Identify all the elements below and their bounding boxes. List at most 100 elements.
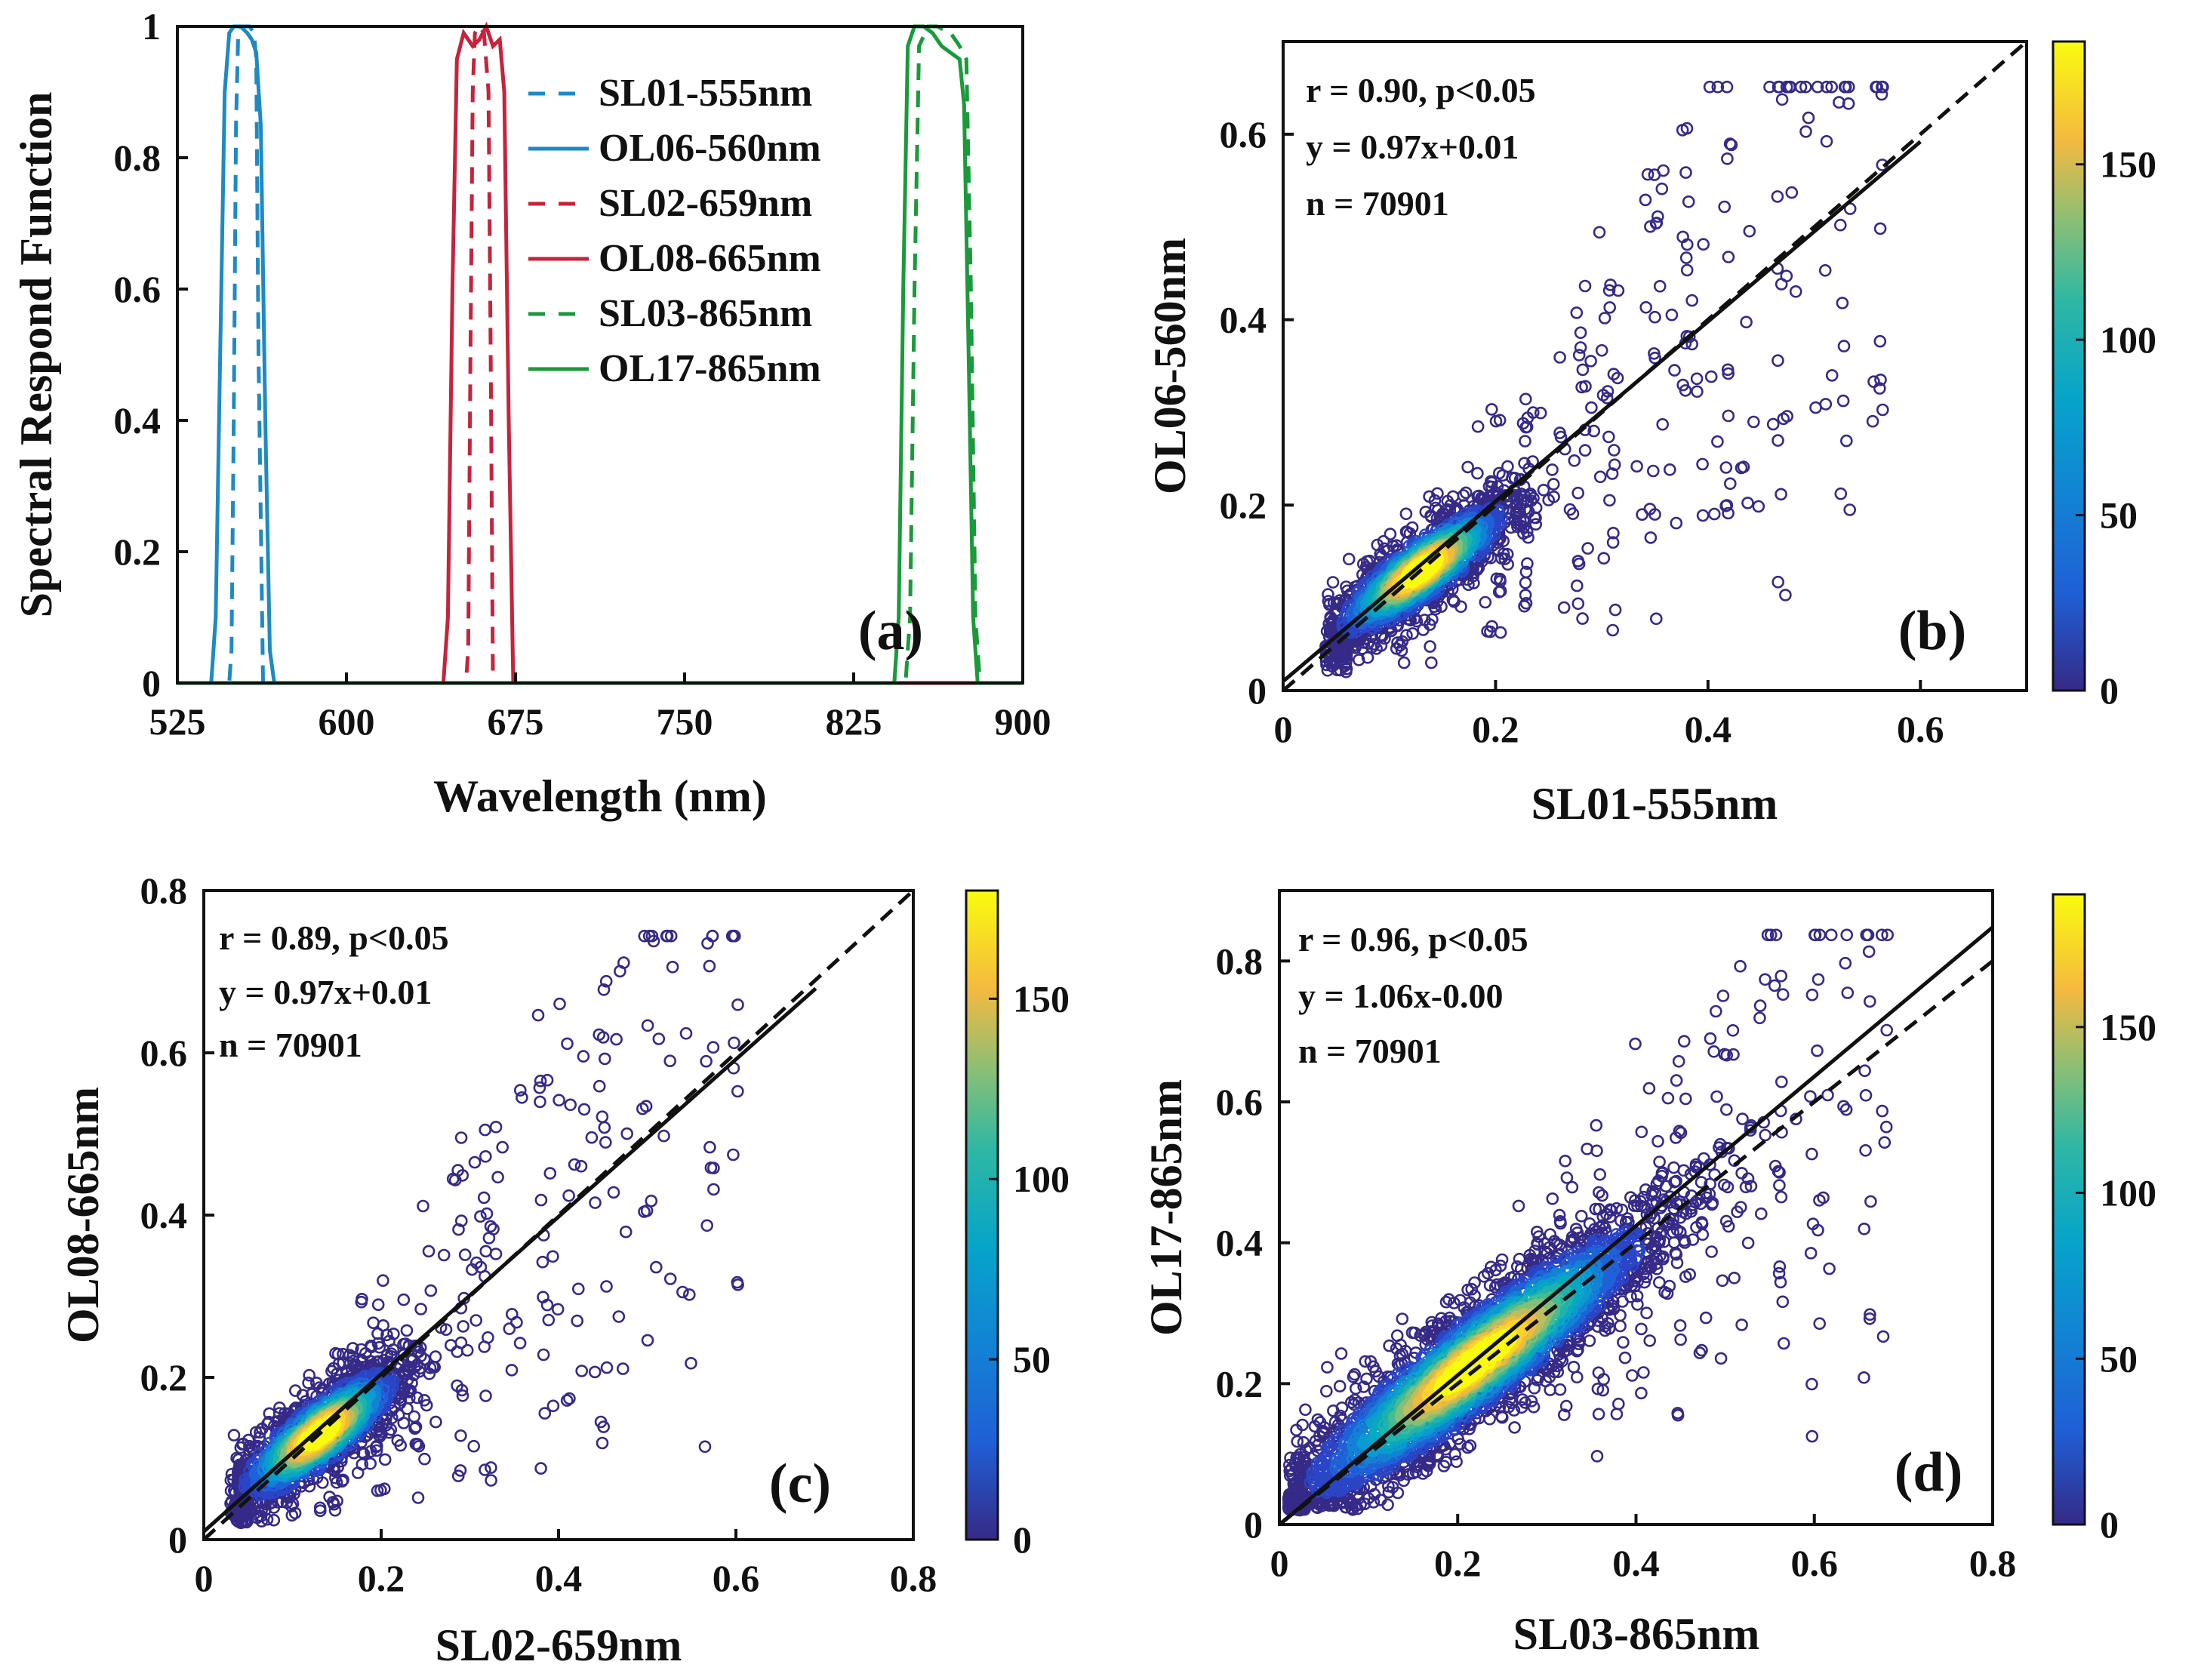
- scatter-point: [1820, 135, 1833, 148]
- scatter-point: [649, 1260, 663, 1274]
- scatter-point: [1630, 460, 1643, 473]
- scatter-point: [1665, 308, 1679, 322]
- panel-b-xlabel: SL01-555nm: [1531, 779, 1778, 829]
- scatter-point: [411, 1491, 425, 1504]
- scatter-point: [1667, 1236, 1681, 1249]
- panel-b-scatter: 0 0.2 0.4 0.6 00.20.40.6 r = 0.90, p<0.05 y…: [1145, 40, 2156, 829]
- scatter-point: [478, 1340, 491, 1353]
- scatter-point: [1384, 528, 1397, 540]
- scatter-point: [1825, 80, 1838, 94]
- scatter-point: [731, 998, 744, 1011]
- scatter-point: [1670, 1074, 1683, 1087]
- scatter-point: [1708, 507, 1721, 521]
- scatter-point: [1595, 343, 1608, 357]
- panel-c-scatter: 0 0.2 0.4 0.6 0.8 00.20.40.60.8 r = 0.89, p<…: [58, 869, 1070, 1670]
- scatter-point: [1696, 457, 1709, 471]
- panel-c-colorbar: [965, 889, 999, 1541]
- y-tick-label: 0: [1248, 669, 1267, 712]
- scatter-point: [1590, 1118, 1603, 1132]
- scatter-point: [1648, 347, 1661, 360]
- colorbar-tick-label: 100: [2100, 318, 2156, 361]
- scatter-point: [1604, 278, 1617, 291]
- scatter-point: [1862, 945, 1876, 958]
- scatter-point: [1773, 1260, 1787, 1273]
- scatter-point: [1614, 1319, 1627, 1333]
- scatter-point: [1661, 1091, 1675, 1105]
- scatter-point: [585, 1131, 599, 1144]
- scatter-point: [1685, 294, 1698, 307]
- scatter-point: [685, 1357, 697, 1370]
- legend-label-OL06-560nm: OL06-560nm: [599, 127, 821, 170]
- scatter-point: [1448, 1448, 1461, 1461]
- scatter-point: [1864, 995, 1876, 1008]
- scatter-point: [1644, 531, 1658, 544]
- scatter-point: [1864, 1195, 1877, 1208]
- scatter-point: [1809, 401, 1822, 414]
- scatter-point: [397, 1417, 411, 1429]
- scatter-point: [1836, 297, 1849, 309]
- scatter-point: [1759, 973, 1772, 986]
- scatter-point: [1448, 595, 1461, 608]
- scatter-point: [1546, 463, 1559, 476]
- scatter-point: [1726, 1024, 1740, 1037]
- scatter-point: [1559, 1155, 1571, 1168]
- scatter-point: [1805, 1147, 1818, 1161]
- scatter-point: [546, 1250, 559, 1263]
- scatter-point: [1485, 403, 1498, 416]
- scatter-point: [574, 1160, 588, 1173]
- scatter-point: [1720, 1103, 1733, 1116]
- scatter-point: [1321, 1361, 1334, 1374]
- scatter-point: [1299, 1403, 1312, 1417]
- scatter-point: [1519, 565, 1533, 579]
- scatter-point: [1743, 224, 1756, 238]
- scatter-point: [1635, 1386, 1648, 1400]
- scatter-point: [1805, 1377, 1818, 1391]
- scatter-point: [1805, 1429, 1819, 1443]
- scatter-point: [1576, 612, 1589, 625]
- legend-label-SL03-865nm: SL03-865nm: [599, 292, 812, 335]
- scatter-point: [1542, 494, 1555, 506]
- colorbar-tick-label: 150: [2100, 143, 2156, 186]
- y-tick-label: 0.6: [114, 268, 162, 310]
- y-tick-label: 0.8: [114, 137, 162, 179]
- scatter-point: [1699, 1311, 1713, 1325]
- scatter-point: [267, 1513, 281, 1527]
- scatter-point: [1643, 1334, 1656, 1347]
- scatter-point: [1741, 1236, 1755, 1250]
- scatter-point: [1716, 989, 1730, 1002]
- scatter-point: [1834, 487, 1848, 500]
- scatter-point: [1776, 988, 1790, 1001]
- scatter-point: [663, 1272, 677, 1285]
- scatter-point: [703, 1140, 716, 1154]
- scatter-point: [1718, 200, 1731, 214]
- scatter-point: [418, 1452, 431, 1466]
- scatter-point: [1870, 80, 1882, 94]
- scatter-point: [1722, 506, 1735, 520]
- scatter-point: [1799, 80, 1812, 94]
- scatter-point: [1811, 80, 1824, 94]
- scatter-point: [1602, 430, 1615, 444]
- x-tick-label: 0: [1274, 708, 1293, 750]
- scatter-point: [513, 1337, 527, 1349]
- scatter-point: [1471, 420, 1485, 433]
- scatter-point: [1400, 629, 1413, 642]
- scatter-point: [1603, 494, 1616, 507]
- scatter-point: [414, 1303, 427, 1315]
- scatter-point: [1812, 973, 1825, 986]
- scatter-point: [1837, 1100, 1850, 1113]
- scatter-point: [1593, 470, 1607, 484]
- scatter-point: [1568, 454, 1581, 467]
- scatter-point: [1880, 1023, 1893, 1037]
- scatter-point: [469, 1314, 483, 1327]
- y-tick-label: 0.4: [114, 399, 162, 442]
- scatter-point: [1459, 486, 1473, 500]
- colorbar-tick-label: 50: [2100, 494, 2138, 537]
- scatter-point: [1585, 401, 1598, 414]
- scatter-point: [607, 1186, 620, 1199]
- panel-c-stat-n: n = 70901: [219, 1026, 362, 1064]
- scatter-point: [1804, 1247, 1818, 1260]
- panel-c-stat-fit: y = 0.97x+0.01: [219, 973, 432, 1011]
- scatter-point: [457, 1320, 470, 1333]
- scatter-point: [1859, 1089, 1873, 1102]
